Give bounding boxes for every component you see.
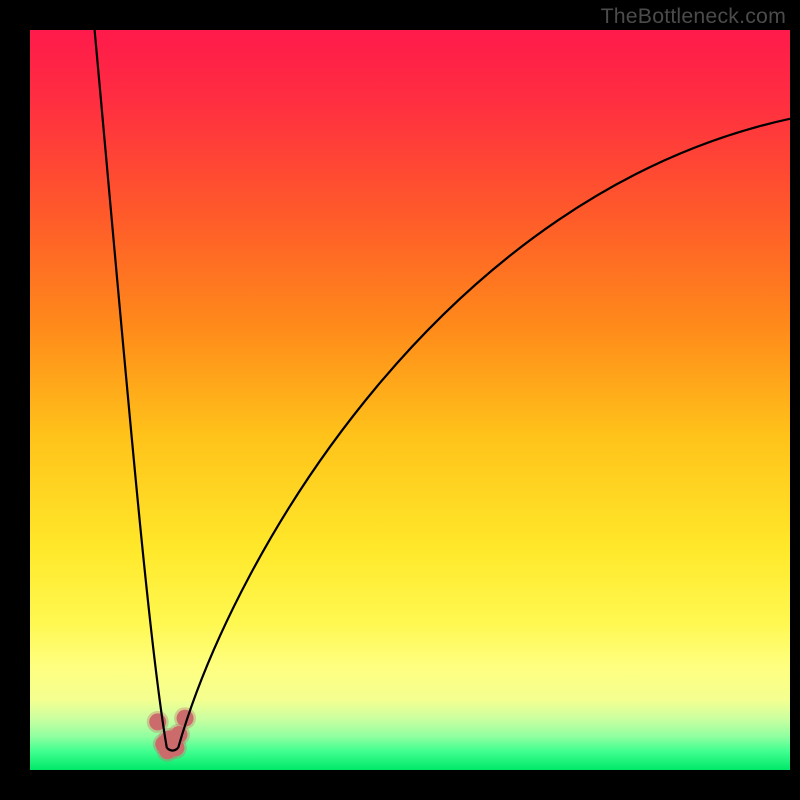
attribution-text: TheBottleneck.com — [601, 4, 786, 29]
gradient-background — [30, 30, 790, 770]
chart-root: TheBottleneck.com — [0, 0, 800, 800]
plot-area — [30, 30, 790, 770]
chart-svg — [0, 0, 800, 800]
